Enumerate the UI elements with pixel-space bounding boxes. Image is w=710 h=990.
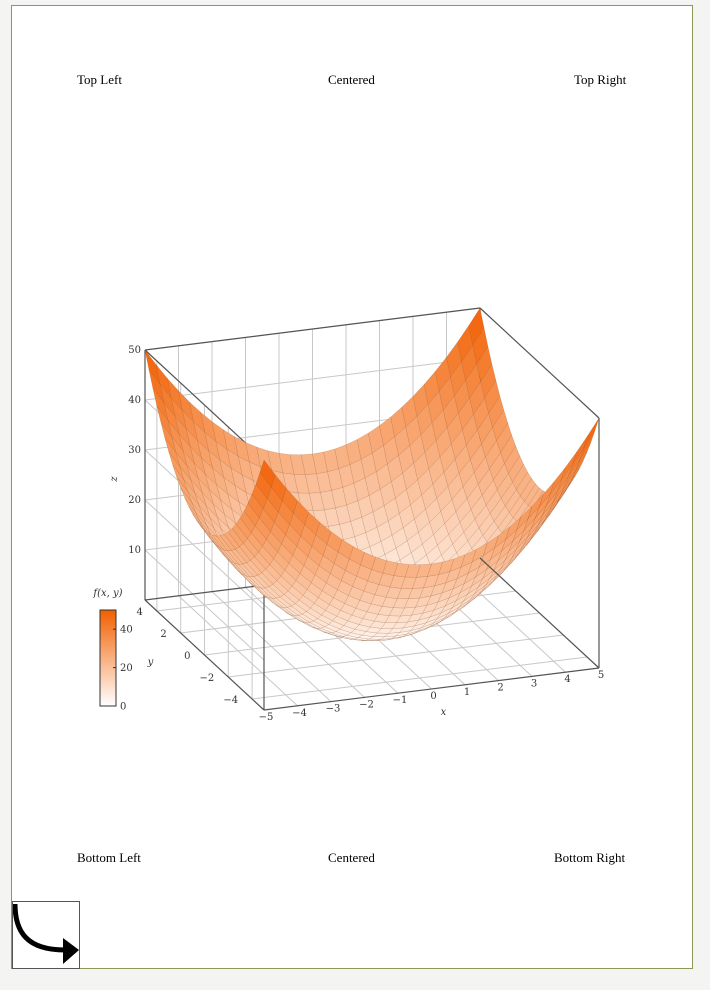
header-top-left: Top Left [77,72,122,87]
header-top-center: Centered [328,72,375,87]
curved-arrow-icon [12,901,80,969]
header-top-right: Top Right [574,72,627,87]
footer-bottom-right: Bottom Right [554,850,626,865]
footer-bottom-left: Bottom Left [77,850,141,865]
page-frame [11,5,693,969]
footer-bottom-center: Centered [328,850,375,865]
